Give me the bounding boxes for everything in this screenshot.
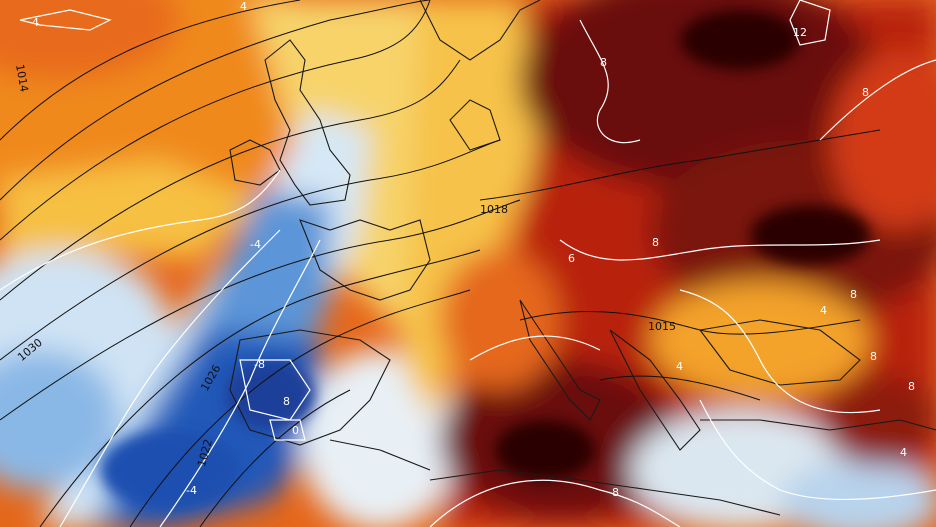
scandinavia-coast [419, 0, 541, 61]
anomaly-label: 0 [292, 424, 299, 437]
italy-coast [519, 299, 601, 421]
anomaly-label: 8 [908, 380, 915, 393]
north-africa-coast [429, 469, 781, 516]
anomaly-label: 8 [612, 486, 619, 499]
coastlines [229, 0, 936, 516]
anomaly-label: -8 [254, 358, 265, 371]
anomaly-label: 4 [240, 0, 247, 13]
isobar-label: 1014 [13, 63, 31, 93]
britain-coast [264, 39, 351, 206]
black-sea-coast [699, 319, 861, 386]
isobar-label: 1015 [648, 320, 676, 333]
anomaly-label: 4 [32, 16, 39, 29]
anomaly-label: 4 [676, 360, 683, 373]
anomaly-labels: 4 4 12 8 8 -4 8 6 8 -8 8 0 8 8 4 4 -4 8 … [32, 0, 915, 499]
anomaly-label: 12 [793, 26, 807, 39]
anomaly-label: 4 [900, 446, 907, 459]
anomaly-label: 8 [652, 236, 659, 249]
anomaly-label: 4 [820, 304, 827, 317]
gibraltar-coast [329, 439, 431, 471]
france-coast [299, 219, 431, 301]
isobar-labels: 1014 1018 1030 1026 1022 1015 [13, 63, 676, 468]
anomaly-label: 8 [862, 86, 869, 99]
anomaly-label: 8 [850, 288, 857, 301]
balkans-coast [609, 329, 701, 451]
denmark-coast [449, 99, 501, 151]
anomaly-label: 8 [870, 350, 877, 363]
anomaly-label: -4 [186, 484, 197, 497]
turkey-coast [700, 419, 936, 431]
isobar-label: 1018 [480, 203, 508, 216]
iberia-coast [229, 329, 391, 446]
isobars [0, 0, 881, 527]
anomaly-label: 8 [600, 56, 607, 69]
anomaly-label: 8 [283, 395, 290, 408]
anomaly-label: -4 [250, 238, 261, 251]
anomaly-label: 6 [568, 252, 575, 265]
